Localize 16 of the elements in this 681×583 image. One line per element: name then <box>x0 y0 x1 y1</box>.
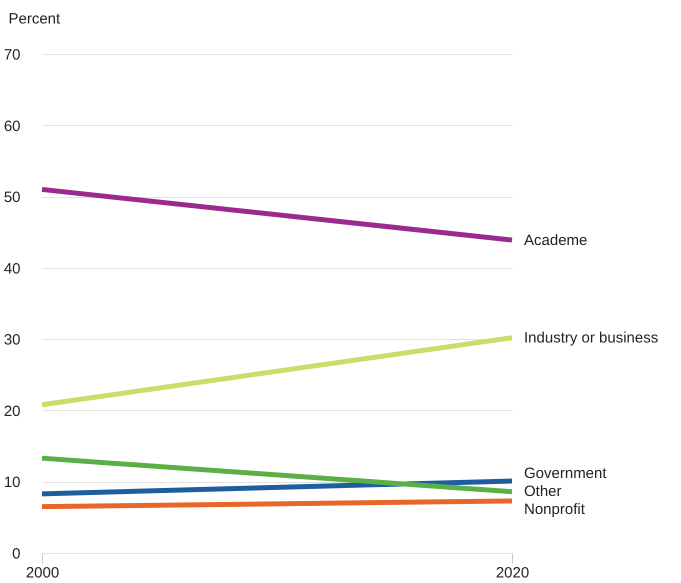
series-label: Government <box>524 465 608 482</box>
x-tick-label: 2020 <box>496 564 530 582</box>
x-tick-label: 2000 <box>26 564 60 582</box>
y-tick-label: 0 <box>12 546 20 562</box>
y-tick-label: 30 <box>4 332 20 349</box>
y-tick-label: 50 <box>4 189 20 206</box>
y-tick-label: 40 <box>4 260 20 278</box>
y-tick-label: 60 <box>4 118 20 135</box>
y-tick-label: 10 <box>4 474 20 492</box>
series-label: Nonprofit <box>524 501 586 518</box>
series-label: Academe <box>524 232 588 250</box>
y-tick-label: 20 <box>4 402 20 420</box>
y-tick-label: 70 <box>4 46 20 64</box>
y-axis-title: Percent <box>8 10 62 28</box>
series-label: Other <box>524 483 562 500</box>
series-label: Industry or business <box>524 330 658 347</box>
